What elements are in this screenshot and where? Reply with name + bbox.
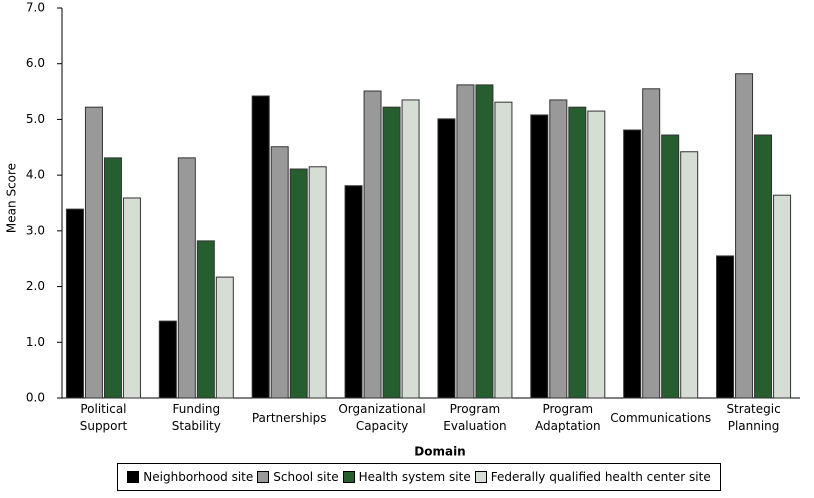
bar (735, 73, 754, 399)
bar (773, 194, 792, 399)
bar (344, 185, 363, 399)
x-tick-label: Strategic Planning (726, 402, 781, 433)
bar (158, 320, 177, 399)
legend-item: Health system site (342, 470, 471, 484)
bar (65, 208, 84, 399)
bar (382, 106, 401, 399)
bar (437, 118, 456, 399)
legend-label: Federally qualified health center site (490, 470, 711, 484)
x-axis-title: Domain (414, 445, 465, 459)
y-tick-label: 5.0 (26, 112, 45, 126)
legend-label: Neighborhood site (143, 470, 254, 484)
bar (122, 197, 141, 399)
bar (177, 157, 196, 399)
y-tick-label: 4.0 (26, 168, 45, 182)
y-tick-label: 0.0 (26, 391, 45, 405)
x-tick-label: Program Evaluation (443, 402, 507, 433)
bar (251, 95, 270, 399)
legend-item: Neighborhood site (127, 470, 253, 484)
bar (530, 114, 549, 399)
y-tick-label: 6.0 (26, 56, 45, 70)
bar (661, 134, 680, 399)
y-tick-label: 1.0 (26, 335, 45, 349)
bar (289, 168, 308, 399)
bar (308, 166, 327, 399)
legend-label: School site (273, 470, 339, 484)
x-tick-label: Organizational Capacity (338, 402, 426, 433)
x-tick-label: Political Support (79, 402, 128, 433)
legend-item: Federally qualified health center site (474, 470, 711, 484)
y-axis-title: Mean Score (5, 163, 19, 233)
bar (587, 110, 606, 399)
bar (680, 151, 699, 399)
legend: Neighborhood site School site Health syste… (117, 463, 721, 491)
bar (475, 84, 494, 399)
bar (494, 101, 513, 399)
legend-swatch (474, 471, 487, 483)
x-tick-label: Program Adaptation (534, 402, 601, 433)
bar (270, 146, 289, 399)
bar (716, 255, 735, 399)
bar (363, 90, 382, 399)
legend-swatch (342, 471, 355, 483)
bar (196, 240, 215, 399)
legend-label: Health system site (358, 470, 471, 484)
y-tick-label: 2.0 (26, 279, 45, 293)
bar (84, 106, 103, 399)
bar (568, 106, 587, 399)
bar (215, 276, 234, 399)
bar (642, 88, 661, 399)
x-tick-label: Funding Stability (171, 402, 221, 433)
y-tick-label: 3.0 (26, 223, 45, 237)
bar (623, 129, 642, 399)
legend-item: School site (257, 470, 339, 484)
bar (456, 84, 475, 399)
x-tick-label: Communications (610, 410, 712, 425)
bar (401, 99, 420, 399)
x-tick-label: Partnerships (251, 410, 327, 425)
y-tick-label: 7.0 (26, 1, 45, 15)
legend-swatch (127, 471, 140, 483)
bar (754, 134, 773, 399)
legend-swatch (257, 471, 270, 483)
bar (549, 99, 568, 399)
bar (103, 157, 122, 399)
